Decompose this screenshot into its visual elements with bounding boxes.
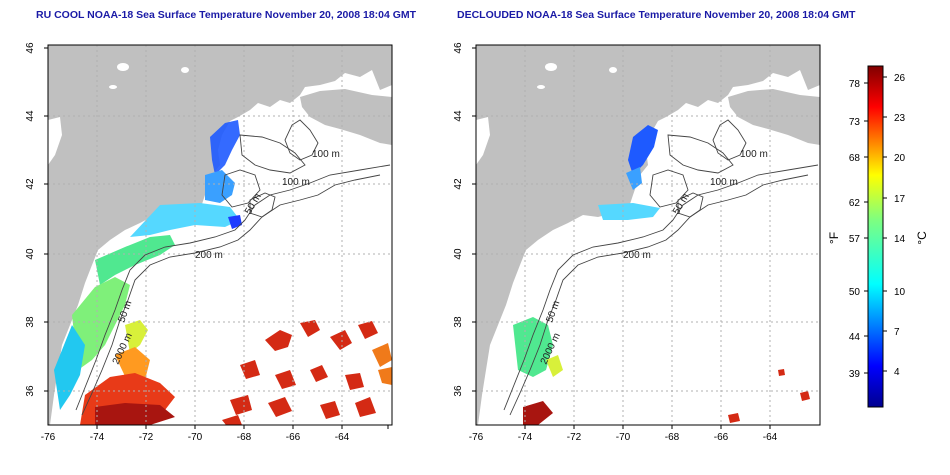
left-map-title: RU COOL NOAA-18 Sea Surface Temperature …: [36, 9, 417, 21]
contour-label: 200 m: [195, 250, 223, 261]
lon-tick-label: -68: [665, 432, 680, 443]
right-map-title: DECLOUDED NOAA-18 Sea Surface Temperatur…: [457, 9, 856, 21]
lon-tick-label: -72: [567, 432, 582, 443]
colorbar-f-tick: 39: [849, 369, 861, 380]
temperature-colorbar: 78 73 68 62 57 50 44 39 26 23 20 17 14 1…: [827, 65, 929, 408]
colorbar-f-tick: 68: [849, 153, 861, 164]
lon-tick-label: -64: [763, 432, 778, 443]
lon-tick-label: -76: [41, 432, 56, 443]
lon-tick-label: -64: [335, 432, 350, 443]
contour-label: 100 m: [282, 177, 310, 188]
colorbar-c-tick: 23: [894, 113, 906, 124]
lat-tick-label: 38: [453, 316, 464, 328]
colorbar-f-tick: 78: [849, 79, 861, 90]
colorbar-f-tick: 62: [849, 198, 861, 209]
lat-tick-label: 44: [453, 110, 464, 122]
colorbar-c-tick: 14: [894, 234, 906, 245]
lat-tick-label: 38: [25, 316, 36, 328]
lon-tick-label: -74: [90, 432, 105, 443]
lat-tick-label: 42: [453, 178, 464, 190]
fahrenheit-unit-label: °F: [827, 232, 841, 244]
lat-tick-label: 36: [25, 385, 36, 397]
colorbar-c-tick: 7: [894, 327, 900, 338]
colorbar-c-tick: 26: [894, 73, 906, 84]
celsius-unit-label: °C: [915, 231, 929, 245]
land-mass: [48, 45, 392, 425]
lon-tick-label: -76: [469, 432, 484, 443]
lon-tick-label: -68: [237, 432, 252, 443]
contour-label: 100 m: [710, 177, 738, 188]
map-frame: [47, 44, 393, 426]
lon-tick-label: -72: [139, 432, 154, 443]
colorbar-f-tick: 57: [849, 234, 861, 245]
colorbar-c-tick: 10: [894, 287, 906, 298]
lat-tick-label: 46: [453, 42, 464, 54]
right-sst-map: 100 m 100 m 50 m 200 m 50 m 2000 m -76 -…: [453, 42, 821, 443]
colorbar-f-tick: 73: [849, 117, 861, 128]
contour-label: 100 m: [312, 149, 340, 160]
lon-tick-label: -70: [188, 432, 203, 443]
colorbar-c-tick: 17: [894, 194, 906, 205]
lat-tick-label: 36: [453, 385, 464, 397]
sst-cold-gulf-of-maine: [210, 120, 240, 175]
lon-tick-label: -74: [518, 432, 533, 443]
lon-tick-label: -66: [714, 432, 729, 443]
lat-tick-label: 46: [25, 42, 36, 54]
lon-tick-label: -66: [286, 432, 301, 443]
contour-label: 200 m: [623, 250, 651, 261]
land-mass: [476, 45, 820, 425]
lon-tick-label: -70: [616, 432, 631, 443]
colorbar-f-tick: 44: [849, 332, 861, 343]
lat-tick-label: 40: [25, 248, 36, 260]
left-sst-map: 100 m 100 m 50 m 200 m 50 m 2000 m -76 -…: [25, 42, 393, 443]
colorbar-c-tick: 20: [894, 153, 906, 164]
lat-tick-label: 44: [25, 110, 36, 122]
map-frame: [475, 44, 821, 426]
lat-tick-label: 42: [25, 178, 36, 190]
colorbar-f-tick: 50: [849, 287, 861, 298]
contour-label: 100 m: [740, 149, 768, 160]
colorbar-c-tick: 4: [894, 367, 900, 378]
lat-tick-label: 40: [453, 248, 464, 260]
colorbar-gradient: [867, 65, 884, 408]
